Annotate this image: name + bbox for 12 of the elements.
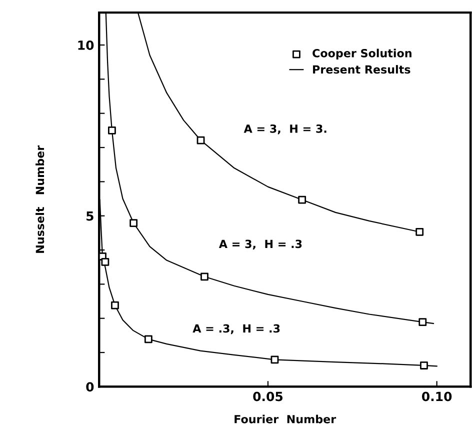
legend-label: Present Results bbox=[313, 65, 410, 74]
y-axis-title: Nusselt Number bbox=[36, 145, 44, 253]
annotation: A = .3, H = .3 bbox=[192, 324, 280, 334]
y-tick-label: 10 bbox=[78, 40, 94, 50]
annotation: A = 3, H = .3 bbox=[218, 240, 302, 250]
annotation: A = 3, H = 3. bbox=[244, 124, 326, 134]
y-tick-label: 5 bbox=[86, 211, 94, 221]
x-tick-label: 0.05 bbox=[253, 392, 283, 402]
y-tick-label: 0 bbox=[86, 382, 94, 392]
legend-label: Cooper Solution bbox=[312, 48, 412, 60]
x-axis-title: Fourier Number bbox=[234, 414, 336, 424]
x-tick-label: 0.10 bbox=[422, 392, 452, 402]
